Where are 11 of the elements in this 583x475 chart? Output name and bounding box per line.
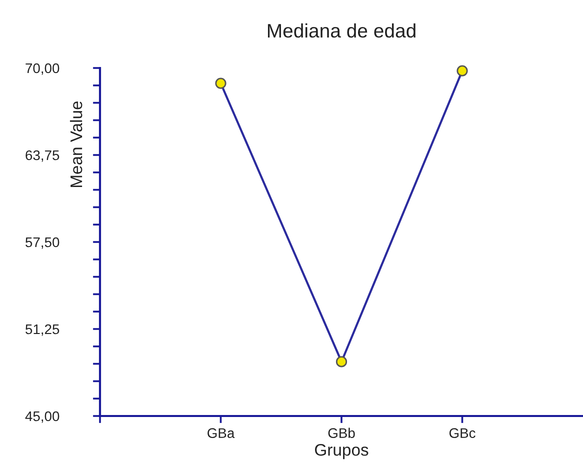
- x-tick-label: GBa: [208, 428, 235, 438]
- chart-title: Mediana de edad: [268, 23, 416, 38]
- y-tick-label: 63,75: [26, 150, 60, 162]
- y-tick-label: 45,00: [25, 411, 60, 423]
- y-tick-label: 51,25: [26, 324, 60, 336]
- y-axis-title: Mean Value: [70, 101, 82, 188]
- x-tick-label: GBb: [328, 428, 355, 438]
- x-axis-title: Grupos: [315, 444, 368, 460]
- x-tick-label: GBc: [449, 428, 476, 438]
- y-tick-label: 57,50: [26, 237, 60, 249]
- y-tick-label: 70,00: [26, 63, 60, 75]
